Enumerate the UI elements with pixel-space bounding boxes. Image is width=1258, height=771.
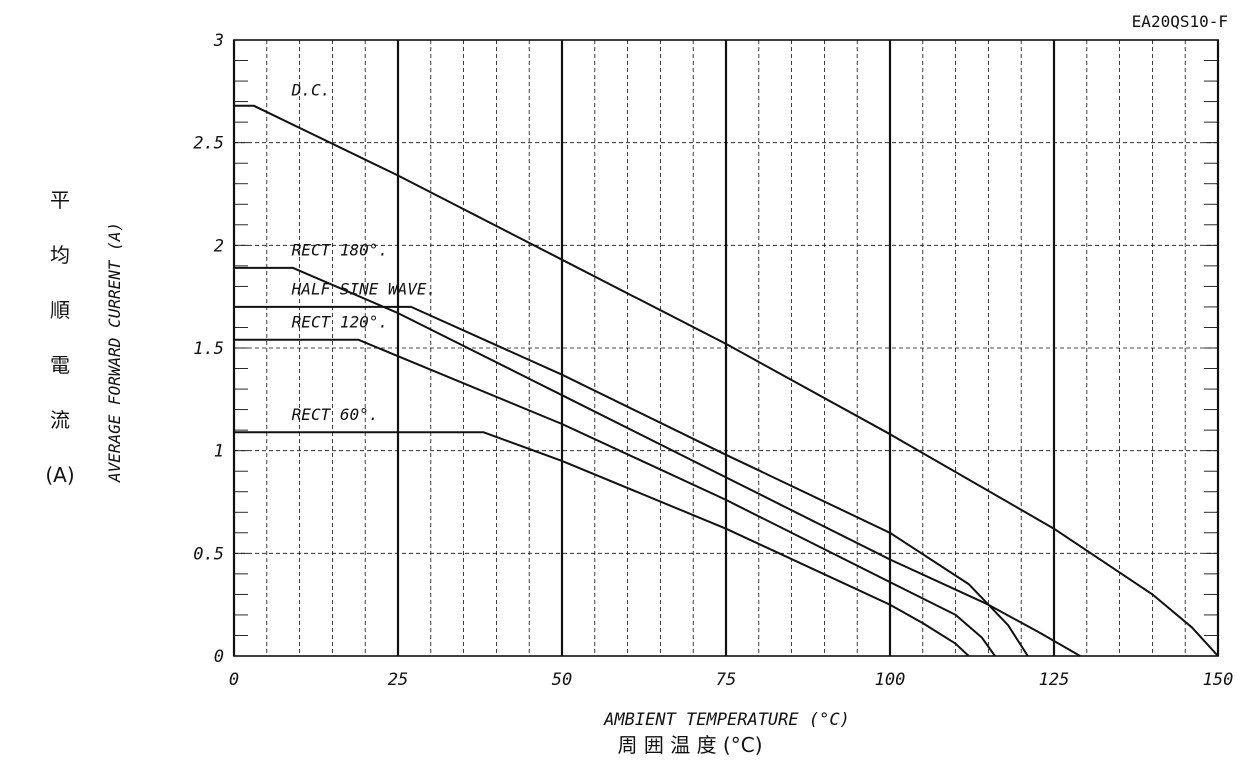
series-curves [234, 104, 1219, 657]
series-line [234, 104, 1219, 657]
y-axis-label-jp-char: 流 [50, 408, 70, 432]
y-tick-label: 2 [214, 236, 224, 256]
x-tick-label: 100 [875, 670, 906, 690]
y-axis-label-jp-char: 平 [50, 188, 70, 212]
x-tick-label: 50 [552, 670, 572, 690]
x-tick-label: 25 [388, 670, 408, 690]
series-line [234, 338, 996, 657]
x-axis-label: AMBIENT TEMPERATURE (°C) [603, 710, 850, 730]
y-axis-label-jp-char: 均 [50, 243, 70, 267]
series-line [234, 305, 1029, 657]
grid [232, 39, 1220, 657]
y-tick-label: 0.5 [193, 544, 224, 564]
y-tick-label: 3 [213, 31, 224, 51]
tick-labels: 0 25 50 75 100 125 150 0 0.5 1 1.5 2 2.5 3 [193, 31, 1233, 690]
series-line [234, 266, 1081, 657]
curve-label: HALF SINE WAVE. [291, 280, 437, 299]
plot-frame [233, 39, 1219, 657]
chart-code: EA20QS10-F [1132, 12, 1228, 31]
y-tick-label: 1.5 [193, 339, 224, 359]
curve-label: RECT 60°. [292, 405, 379, 424]
y-axis-label-jp-char: 電 [50, 353, 70, 377]
series-line [234, 431, 970, 657]
x-axis-label-jp: 周 囲 温 度 (°C) [618, 733, 763, 757]
curve-labels: D.C. RECT 180°. HALF SINE WAVE. RECT 120°. R… [291, 80, 437, 423]
y-tick-label: 2.5 [193, 134, 224, 154]
curve-label: RECT 120°. [292, 313, 388, 332]
x-tick-label: 0 [229, 670, 239, 690]
x-tick-label: 75 [716, 670, 736, 690]
x-tick-label: 125 [1039, 670, 1070, 690]
y-axis-label-jp-char: 順 [50, 298, 70, 322]
y-tick-label: 0 [214, 647, 224, 667]
y-axis-label-jp: 平 均 順 電 流 (A) [45, 188, 74, 487]
y-axis-label: AVERAGE FORWARD CURRENT (A) [105, 222, 124, 483]
y-axis-label-jp-char: (A) [45, 463, 74, 487]
curve-label: D.C. [291, 80, 331, 99]
x-tick-label: 150 [1203, 670, 1234, 690]
y-tick-label: 1 [214, 442, 224, 462]
curve-label: RECT 180°. [292, 241, 388, 260]
